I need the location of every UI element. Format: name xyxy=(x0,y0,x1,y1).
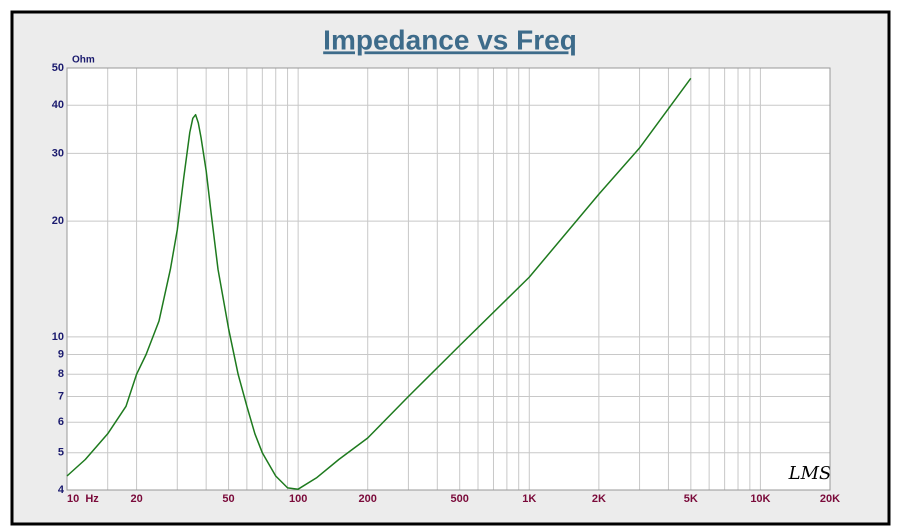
x-tick-label: 1K xyxy=(522,493,536,505)
x-tick-label: 20K xyxy=(820,493,840,505)
plot-border xyxy=(66,67,831,491)
x-tick-label: 2K xyxy=(592,493,606,505)
y-tick-label: 20 xyxy=(52,215,64,227)
y-tick-label: 9 xyxy=(58,348,64,360)
x-tick-label: 10K xyxy=(750,493,770,505)
x-tick-label: 10 Hz xyxy=(67,493,99,505)
plot-area xyxy=(66,67,831,491)
y-tick-label: 6 xyxy=(58,416,64,428)
y-tick-label: 30 xyxy=(52,147,64,159)
x-tick-label: 500 xyxy=(451,493,469,505)
x-tick-label: 5K xyxy=(684,493,698,505)
x-tick-label: 100 xyxy=(289,493,307,505)
x-tick-label: 20 xyxy=(130,493,142,505)
y-tick-label: 40 xyxy=(52,99,64,111)
x-tick-label: 200 xyxy=(359,493,377,505)
y-tick-label: 7 xyxy=(58,390,64,402)
y-tick-label: 8 xyxy=(58,368,64,380)
y-tick-label: 4 xyxy=(58,484,65,496)
y-axis-label: Ohm xyxy=(72,55,95,66)
chart-title: Impedance vs Freq xyxy=(323,24,577,55)
impedance-line xyxy=(66,77,692,490)
y-tick-label: 50 xyxy=(52,62,64,74)
x-tick-label: 50 xyxy=(222,493,234,505)
watermark: LMS xyxy=(788,463,832,484)
y-tick-label: 10 xyxy=(52,331,64,343)
y-tick-label: 5 xyxy=(58,447,64,459)
